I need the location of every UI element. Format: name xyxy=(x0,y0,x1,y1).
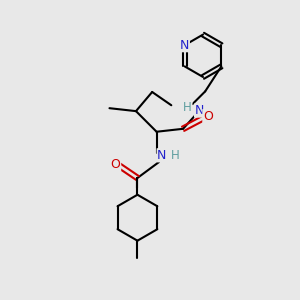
Text: O: O xyxy=(111,158,121,171)
Text: H: H xyxy=(170,149,179,162)
Text: O: O xyxy=(203,110,213,123)
Text: N: N xyxy=(195,104,204,117)
Text: N: N xyxy=(157,149,167,162)
Text: H: H xyxy=(183,100,192,113)
Text: N: N xyxy=(180,39,189,52)
